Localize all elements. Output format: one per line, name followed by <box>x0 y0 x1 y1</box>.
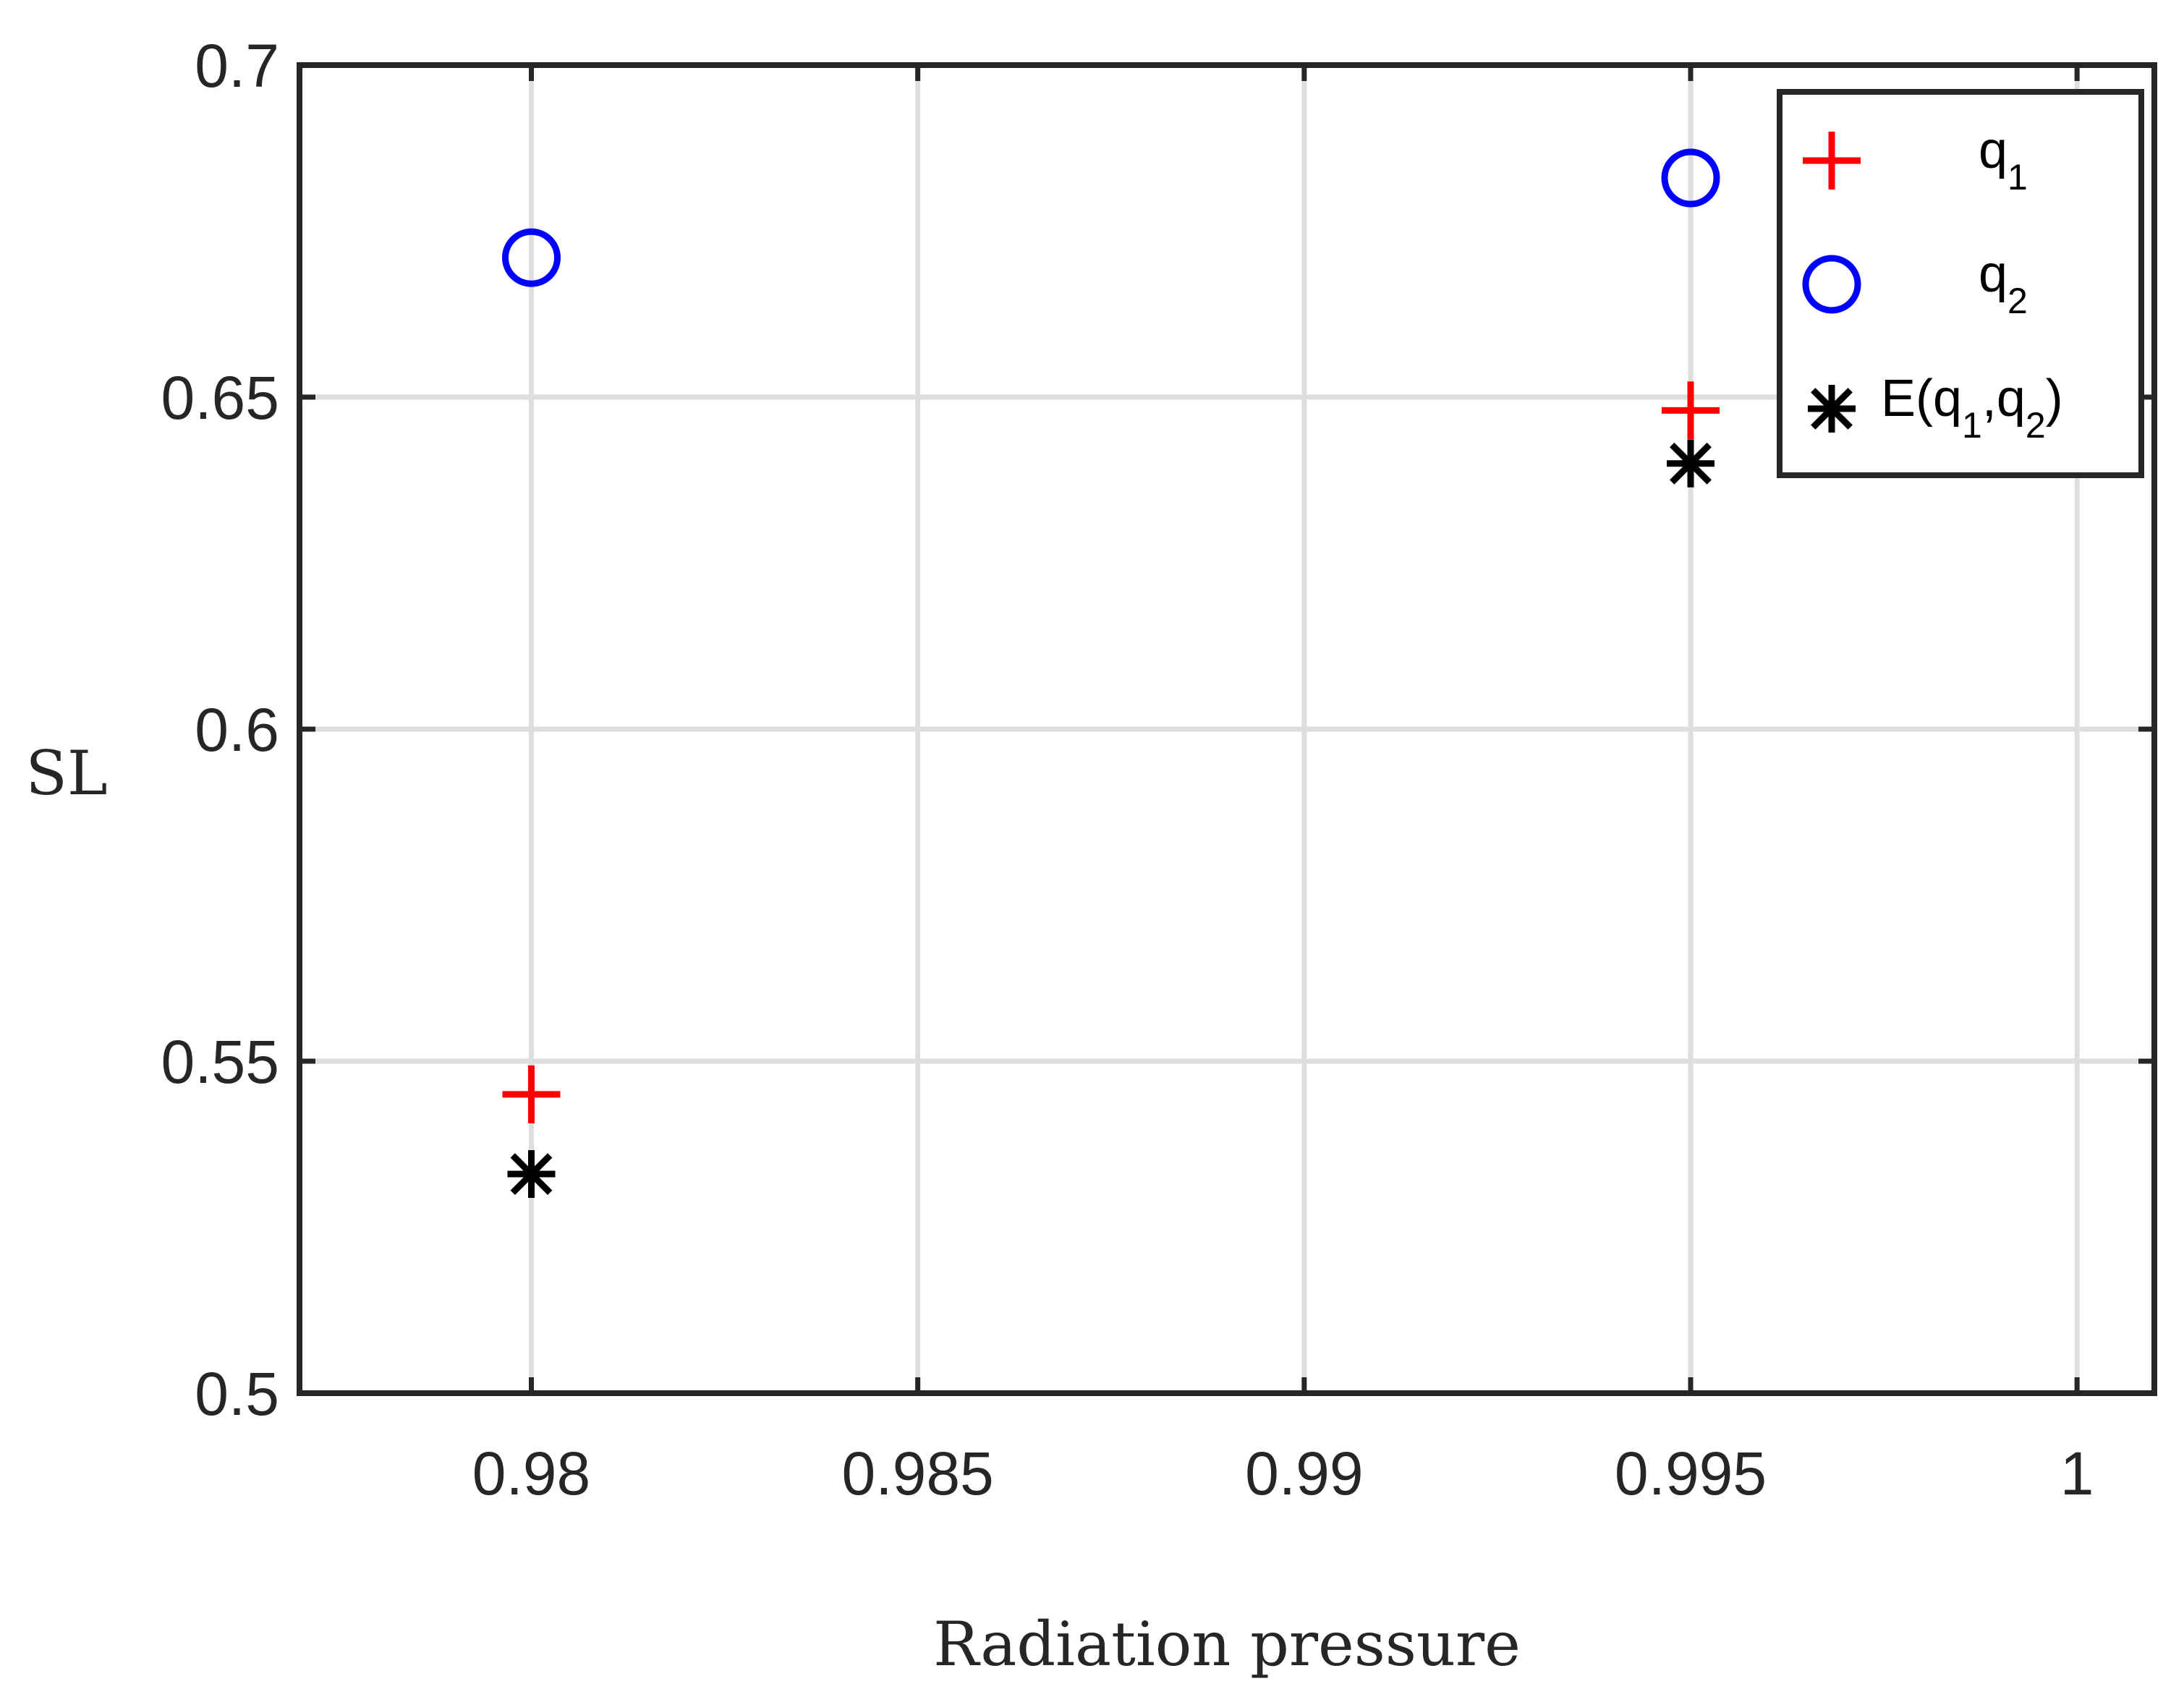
data-point-q1 <box>502 1065 561 1123</box>
legend-label: E(q1,q2) <box>1881 370 2063 446</box>
data-point-eq1q2 <box>507 1150 556 1199</box>
legend-symbol-q2 <box>1802 255 1861 314</box>
y-axis-title: SL <box>25 738 107 809</box>
data-point-eq1q2 <box>1667 439 1715 488</box>
data-point-q2 <box>502 228 561 287</box>
y-tick-label: 0.6 <box>195 696 279 764</box>
x-tick-label: 0.99 <box>1245 1439 1364 1507</box>
data-points <box>502 148 1720 1199</box>
y-tick-labels: 0.5 0.55 0.6 0.65 0.7 <box>161 32 280 1428</box>
legend-symbol-eq1q2 <box>1808 385 1856 433</box>
y-tick-label: 0.5 <box>195 1360 279 1428</box>
x-tick-label: 0.995 <box>1615 1439 1767 1507</box>
y-tick-label: 0.65 <box>161 364 280 432</box>
x-axis-title: Radiation pressure <box>933 1609 1521 1680</box>
axis-ticks <box>299 62 2154 1396</box>
x-tick-label: 0.98 <box>472 1439 591 1507</box>
x-tick-label: 1 <box>2060 1439 2094 1507</box>
y-tick-label: 0.7 <box>195 32 279 100</box>
x-tick-labels: 0.98 0.985 0.99 0.995 1 <box>472 1439 2094 1507</box>
data-point-q2 <box>1661 148 1720 208</box>
legend-label: q2 <box>1979 245 2028 321</box>
x-tick-label: 0.985 <box>842 1439 994 1507</box>
y-tick-label: 0.55 <box>161 1028 280 1096</box>
data-point-q1 <box>1662 381 1720 440</box>
legend: q1 q2 E(q1,q2) <box>1777 89 2144 478</box>
legend-label: q1 <box>1979 122 2028 197</box>
legend-symbol-q1 <box>1803 132 1861 190</box>
